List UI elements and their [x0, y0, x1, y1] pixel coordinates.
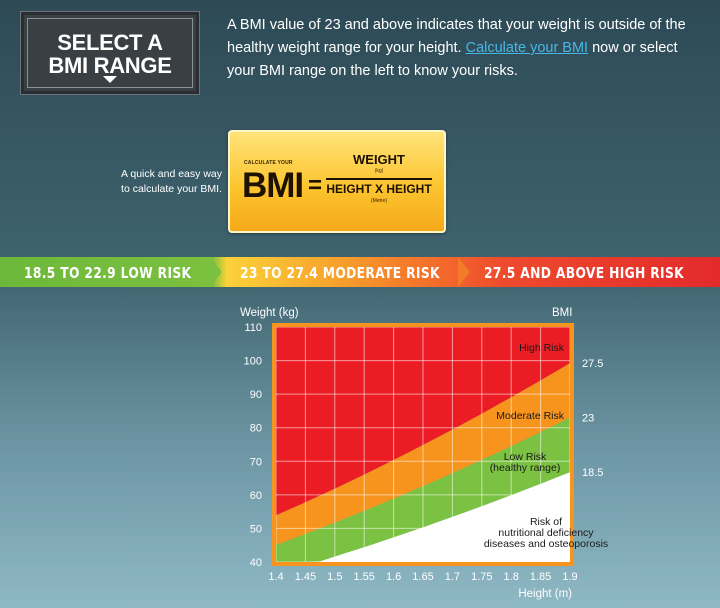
- region-label-underweight: Risk of: [530, 516, 562, 528]
- region-underweight: [276, 472, 570, 562]
- region-label-low-risk: (healthy range): [490, 462, 561, 474]
- y-tick-label: 70: [250, 456, 262, 468]
- region-label-underweight: diseases and osteoporosis: [484, 538, 608, 550]
- formula-denominator-unit: (Metre): [370, 198, 388, 204]
- formula-equals: =: [308, 172, 323, 199]
- region-label-high-risk: High Risk: [519, 342, 565, 354]
- bmi-axis-label: BMI: [552, 307, 572, 319]
- risk-range-bar: [0, 257, 720, 287]
- x-tick-label: 1.65: [412, 571, 433, 583]
- y-tick-label: 50: [250, 523, 262, 535]
- region-label-low-risk: Low Risk: [504, 451, 547, 463]
- y-tick-label: 110: [244, 322, 262, 334]
- chevron-down-icon: [103, 76, 117, 83]
- x-tick-label: 1.5: [327, 571, 342, 583]
- y-axis-label: Weight (kg): [240, 307, 299, 319]
- x-tick-label: 1.7: [445, 571, 460, 583]
- formula-numerator: WEIGHT: [353, 152, 405, 167]
- y-tick-label: 90: [250, 389, 262, 401]
- select-title-line1: SELECT A: [57, 30, 163, 55]
- x-tick-label: 1.85: [530, 571, 551, 583]
- y-tick-label: 40: [250, 557, 262, 569]
- bmi-formula-button[interactable]: CALCULATE YOUR BMI = WEIGHT (kg) HEIGHT …: [228, 130, 446, 233]
- x-tick-label: 1.75: [471, 571, 492, 583]
- bmi-line-label: 27.5: [582, 358, 603, 370]
- select-bmi-range-button[interactable]: SELECT A BMI RANGE: [20, 11, 200, 95]
- x-tick-label: 1.55: [353, 571, 374, 583]
- calculate-bmi-link[interactable]: Calculate your BMI: [465, 40, 589, 56]
- bmi-line-label: 23: [582, 413, 594, 425]
- y-tick-label: 100: [244, 356, 262, 368]
- bmi-line-label: 18.5: [582, 467, 603, 479]
- formula-bmi: BMI: [242, 166, 304, 205]
- intro-text-before: A BMI value of 23 and above indicates th…: [227, 17, 686, 56]
- risk-separator-low: [210, 257, 222, 287]
- quick-calc-caption: A quick and easy way to calculate your B…: [104, 167, 222, 197]
- x-axis-label: Height (m): [518, 588, 572, 600]
- formula-numerator-unit: (kg): [374, 168, 384, 174]
- x-tick-label: 1.8: [504, 571, 519, 583]
- select-title-line2: BMI RANGE: [48, 53, 172, 78]
- risk-separator-moderate: [458, 257, 470, 287]
- y-tick-label: 80: [250, 423, 262, 435]
- x-tick-label: 1.4: [268, 571, 283, 583]
- quick-caption-line1: A quick and easy way: [121, 168, 222, 180]
- x-tick-label: 1.6: [386, 571, 401, 583]
- intro-text-after: now or select your BMI range on the left…: [227, 40, 678, 79]
- x-tick-label: 1.45: [295, 571, 316, 583]
- formula-calc-label: CALCULATE YOUR: [244, 160, 293, 166]
- y-tick-label: 60: [250, 490, 262, 502]
- region-label-underweight: nutritional deficiency: [498, 527, 594, 539]
- x-tick-label: 1.9: [562, 571, 577, 583]
- risk-tab-low[interactable]: 18.5 TO 22.9 LOW RISK: [24, 264, 192, 282]
- region-label-moderate-risk: Moderate Risk: [496, 410, 564, 422]
- formula-fraction-line: [326, 178, 432, 180]
- select-bmi-range-title: SELECT A BMI RANGE: [28, 31, 192, 77]
- intro-paragraph: A BMI value of 23 and above indicates th…: [227, 14, 707, 83]
- risk-tab-moderate[interactable]: 23 TO 27.4 MODERATE RISK: [240, 264, 440, 282]
- quick-caption-line2: to calculate your BMI.: [121, 183, 222, 195]
- chart-border: [272, 323, 574, 566]
- select-box-inner-border: SELECT A BMI RANGE: [27, 18, 193, 88]
- risk-tab-high[interactable]: 27.5 AND ABOVE HIGH RISK: [484, 264, 685, 282]
- formula-denominator: HEIGHT X HEIGHT: [326, 182, 432, 196]
